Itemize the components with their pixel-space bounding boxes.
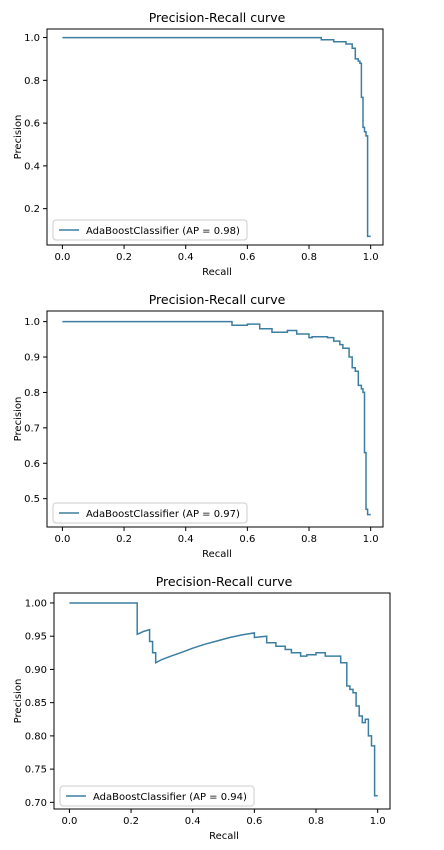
x-axis-label: Recall — [209, 831, 239, 842]
axes-frame — [46, 28, 384, 246]
x-tick-label: 0.8 — [301, 534, 317, 545]
y-axis-label: Precision — [13, 679, 24, 724]
legend: AdaBoostClassifier (AP = 0.97) — [52, 502, 248, 524]
legend-label: AdaBoostClassifier (AP = 0.98) — [86, 226, 240, 237]
y-tick-label: 0.6 — [24, 459, 40, 470]
legend-label: AdaBoostClassifier (AP = 0.94) — [93, 792, 247, 803]
x-tick-label: 0.2 — [123, 816, 139, 827]
x-tick-label: 1.0 — [370, 816, 386, 827]
y-axis-label: Precision — [13, 115, 24, 160]
axes-frame — [46, 310, 384, 528]
x-ticks: 0.0 0.2 0.4 0.6 0.8 1.0 — [61, 809, 386, 827]
x-tick-label: 0.0 — [54, 252, 70, 263]
y-tick-label: 0.8 — [24, 388, 40, 399]
x-tick-label: 0.8 — [308, 816, 324, 827]
y-ticks: 0.5 0.6 0.7 0.8 0.9 1.0 — [24, 317, 47, 505]
pr-curve-line — [69, 602, 378, 797]
chart-title: Precision-Recall curve — [149, 292, 286, 307]
x-ticks: 0.0 0.2 0.4 0.6 0.8 1.0 — [54, 527, 379, 545]
chart-title: Precision-Recall curve — [149, 10, 286, 25]
chart-panel-2: Precision-Recall curve 0.0 0.2 0.4 0.6 0.8 1.… — [13, 292, 384, 560]
y-ticks: 0.70 0.75 0.80 0.85 0.90 0.95 1.00 — [25, 598, 54, 809]
x-tick-label: 0.4 — [178, 252, 194, 263]
legend: AdaBoostClassifier (AP = 0.98) — [52, 219, 248, 241]
x-tick-label: 0.6 — [239, 252, 255, 263]
y-ticks: 0.2 0.4 0.6 0.8 1.0 — [24, 33, 47, 215]
x-tick-label: 0.0 — [61, 816, 77, 827]
legend: AdaBoostClassifier (AP = 0.94) — [59, 785, 255, 807]
y-tick-label: 0.90 — [25, 665, 47, 676]
x-tick-label: 0.6 — [246, 816, 262, 827]
pr-curve-line — [62, 320, 371, 516]
x-tick-label: 0.6 — [239, 534, 255, 545]
chart-panel-1: Precision-Recall curve 0.0 0.2 0.4 0.6 0.8 1.… — [13, 10, 384, 278]
y-tick-label: 0.8 — [24, 76, 40, 87]
chart-panel-3: Precision-Recall curve 0.0 0.2 0.4 0.6 0.8 1.… — [13, 574, 391, 842]
y-tick-label: 0.95 — [25, 632, 47, 643]
chart-title: Precision-Recall curve — [156, 574, 293, 589]
y-tick-label: 0.80 — [25, 731, 47, 742]
x-tick-label: 0.2 — [116, 252, 132, 263]
y-tick-label: 0.7 — [24, 423, 40, 434]
x-tick-label: 1.0 — [363, 534, 379, 545]
y-tick-label: 0.6 — [24, 119, 40, 130]
y-tick-label: 1.0 — [24, 33, 40, 44]
x-tick-label: 0.4 — [178, 534, 194, 545]
y-tick-label: 0.5 — [24, 494, 40, 505]
y-tick-label: 0.4 — [24, 161, 40, 172]
y-tick-label: 1.00 — [25, 598, 47, 609]
pr-curve-line — [62, 36, 371, 238]
y-tick-label: 1.0 — [24, 317, 40, 328]
legend-box — [52, 502, 248, 524]
y-tick-label: 0.9 — [24, 353, 40, 364]
x-tick-label: 0.0 — [54, 534, 70, 545]
x-axis-label: Recall — [202, 549, 232, 560]
y-tick-label: 0.75 — [25, 765, 47, 776]
axes-frame — [53, 592, 391, 810]
x-tick-label: 0.4 — [185, 816, 201, 827]
x-tick-label: 0.8 — [301, 252, 317, 263]
x-axis-label: Recall — [202, 267, 232, 278]
x-tick-label: 1.0 — [363, 252, 379, 263]
legend-box — [59, 785, 255, 807]
x-tick-label: 0.2 — [116, 534, 132, 545]
y-tick-label: 0.70 — [25, 798, 47, 809]
y-tick-label: 0.85 — [25, 698, 47, 709]
x-ticks: 0.0 0.2 0.4 0.6 0.8 1.0 — [54, 245, 379, 263]
legend-box — [52, 219, 248, 241]
y-axis-label: Precision — [13, 397, 24, 442]
legend-label: AdaBoostClassifier (AP = 0.97) — [86, 509, 240, 520]
y-tick-label: 0.2 — [24, 204, 40, 215]
